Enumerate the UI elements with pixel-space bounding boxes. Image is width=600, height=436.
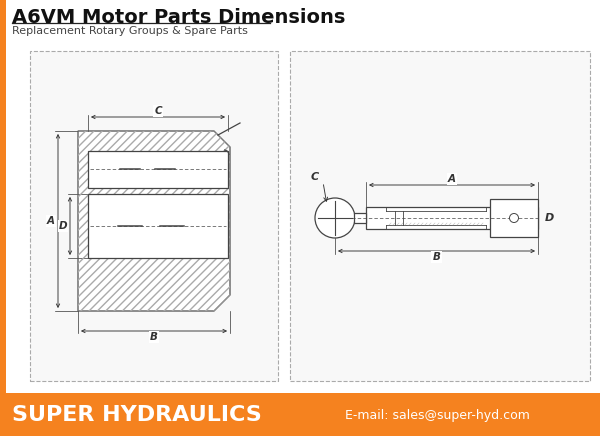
Bar	[366, 207, 538, 229]
Bar	[30, 51, 278, 381]
Circle shape	[509, 214, 518, 222]
Bar	[88, 151, 228, 188]
Text: D: D	[545, 213, 554, 223]
Circle shape	[315, 198, 355, 238]
Text: B: B	[433, 252, 440, 262]
Text: A6VM Motor Parts Dimensions: A6VM Motor Parts Dimensions	[12, 8, 346, 27]
Bar	[88, 194, 228, 258]
Bar	[290, 51, 590, 381]
Text: E-mail: sales@super-hyd.com: E-mail: sales@super-hyd.com	[345, 409, 530, 422]
Bar	[0, 0, 6, 436]
Text: Replacement Rotary Groups & Spare Parts: Replacement Rotary Groups & Spare Parts	[12, 26, 248, 36]
Text: SUPER HYDRAULICS: SUPER HYDRAULICS	[12, 405, 262, 425]
Text: A: A	[448, 174, 456, 184]
Text: C: C	[311, 172, 319, 182]
Bar	[354, 213, 366, 223]
Text: B: B	[150, 332, 158, 342]
Polygon shape	[78, 131, 230, 311]
Text: A: A	[47, 216, 55, 226]
Text: C: C	[154, 106, 162, 116]
Text: D: D	[59, 221, 67, 231]
Bar	[0, 393, 600, 436]
Bar	[490, 199, 538, 237]
